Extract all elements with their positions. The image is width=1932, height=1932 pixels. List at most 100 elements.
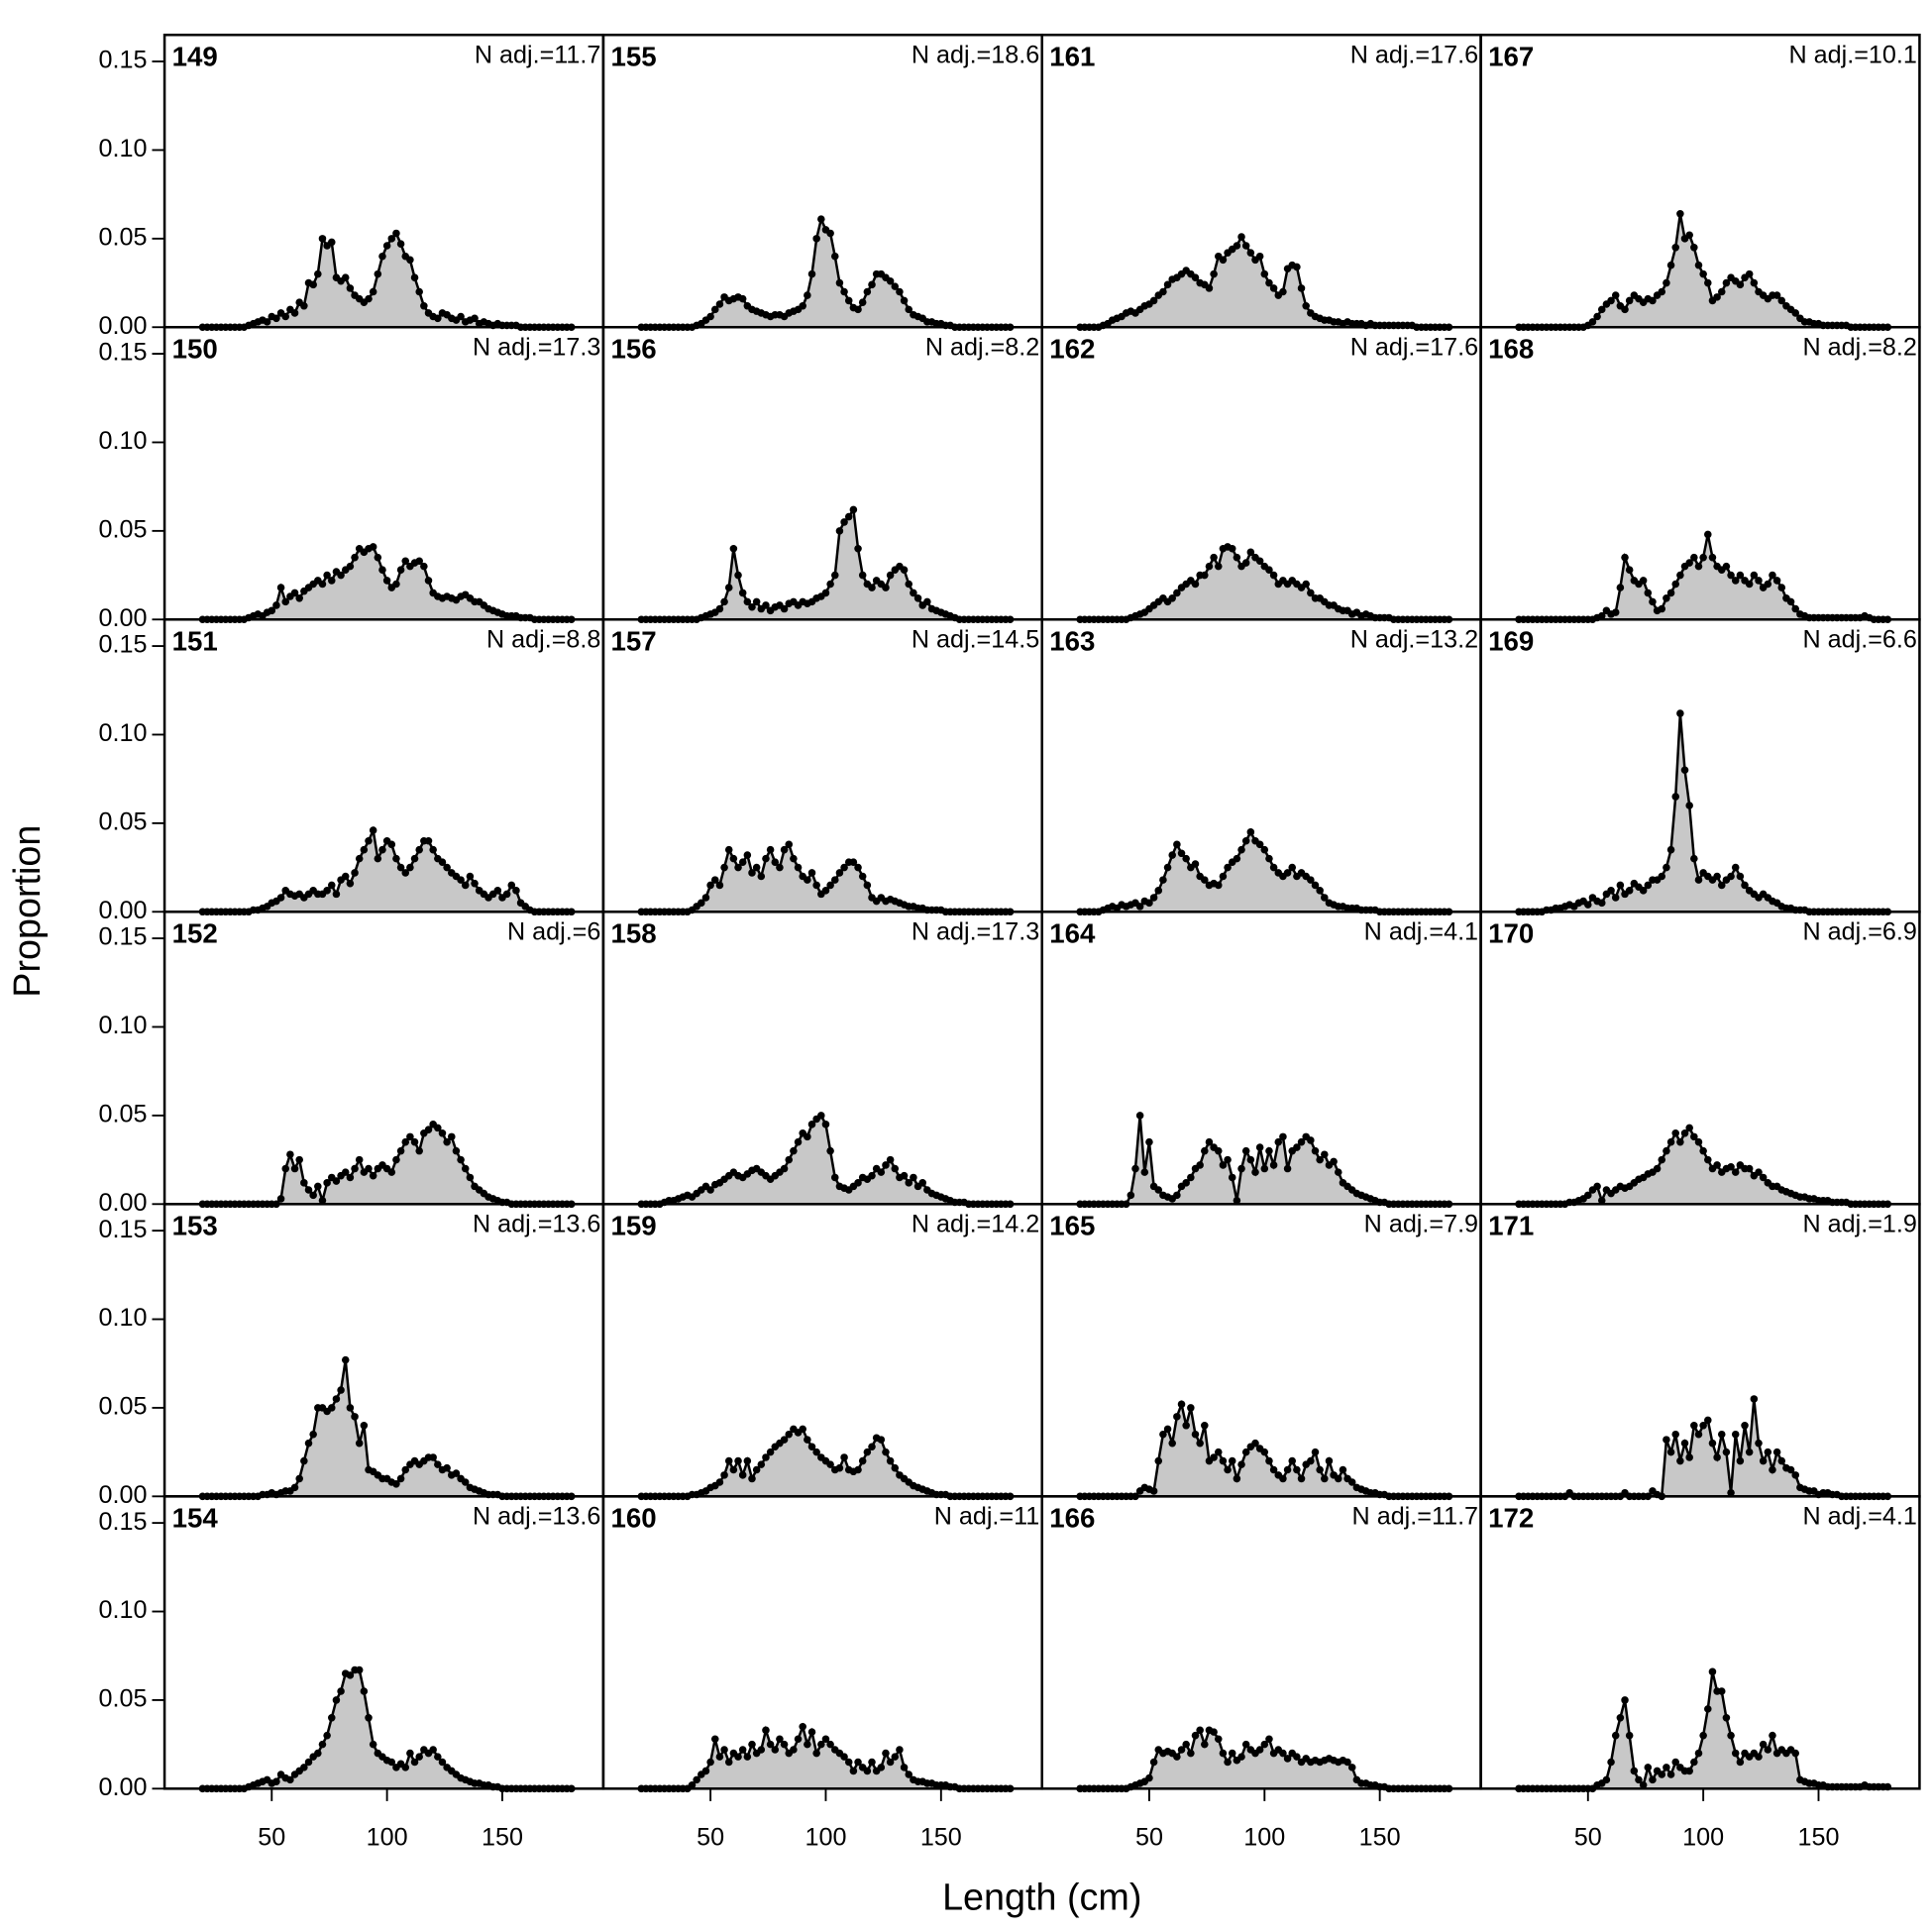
point: [1260, 269, 1269, 278]
point: [1699, 553, 1707, 562]
point: [1769, 1465, 1776, 1474]
point: [1685, 1767, 1693, 1775]
panel-title: 151: [172, 625, 218, 656]
point: [790, 854, 798, 863]
point: [877, 1168, 886, 1176]
point: [858, 571, 867, 580]
point: [799, 1425, 806, 1434]
y-tick-label: 0.00: [98, 1773, 147, 1801]
point: [387, 840, 396, 849]
point: [854, 1758, 862, 1767]
point: [1237, 233, 1245, 241]
point: [882, 1448, 890, 1456]
point: [762, 601, 770, 609]
point: [1755, 1439, 1763, 1448]
point: [1307, 1456, 1315, 1465]
point: [346, 284, 355, 292]
point: [1769, 1731, 1776, 1740]
point: [1177, 1746, 1186, 1754]
point: [1621, 1696, 1629, 1704]
point: [281, 597, 290, 606]
point: [771, 858, 780, 866]
point: [1279, 1474, 1287, 1483]
point: [1685, 802, 1693, 809]
point: [1653, 1164, 1662, 1173]
point: [1663, 1146, 1670, 1155]
point: [1755, 1168, 1763, 1176]
point: [918, 1179, 926, 1187]
point: [794, 863, 803, 872]
point: [826, 1146, 834, 1155]
point: [1607, 296, 1615, 305]
point: [780, 1164, 789, 1173]
area-fill: [1080, 237, 1449, 328]
point: [457, 312, 465, 321]
point: [1233, 553, 1241, 562]
point: [401, 1137, 410, 1146]
point: [1671, 580, 1679, 589]
point: [355, 854, 364, 863]
panel-frame: [162, 1203, 605, 1498]
point: [1597, 305, 1606, 314]
y-tick-label: 0.05: [98, 223, 147, 251]
point: [1690, 1422, 1698, 1430]
point: [1658, 1771, 1666, 1778]
point: [1241, 1146, 1250, 1155]
panel-frame: [162, 911, 605, 1206]
point: [1663, 1436, 1670, 1444]
point: [1269, 1161, 1278, 1169]
point: [1279, 1749, 1287, 1758]
panel-annotation: N adj.=14.5: [912, 625, 1039, 653]
point: [401, 557, 410, 566]
point: [817, 1112, 825, 1120]
point: [1260, 1740, 1269, 1749]
x-tick-label: 50: [258, 1823, 285, 1851]
point: [443, 1463, 451, 1472]
point: [706, 1758, 714, 1767]
point: [1727, 1162, 1735, 1171]
point: [429, 1453, 437, 1461]
point: [826, 1460, 834, 1468]
point: [1168, 851, 1176, 859]
point: [424, 1126, 433, 1133]
point: [1135, 1112, 1144, 1120]
point: [276, 894, 285, 902]
point: [688, 1780, 697, 1789]
point: [1149, 1758, 1158, 1767]
point: [1611, 291, 1620, 299]
point: [785, 1155, 794, 1164]
point: [318, 235, 327, 243]
point: [396, 1146, 405, 1155]
point: [1316, 1155, 1324, 1164]
point: [882, 584, 890, 591]
point: [1727, 1731, 1735, 1740]
point: [1755, 1753, 1763, 1761]
point: [743, 597, 752, 606]
point: [1228, 1173, 1236, 1182]
panel-annotation: N adj.=4.1: [1803, 1502, 1917, 1530]
point: [1228, 1456, 1236, 1465]
point: [844, 1758, 853, 1767]
panel-title: 155: [610, 41, 656, 71]
point: [1649, 1775, 1657, 1784]
point: [1265, 566, 1273, 574]
point: [392, 1155, 400, 1164]
point: [1717, 881, 1726, 890]
point: [844, 512, 853, 521]
point: [900, 296, 909, 305]
point: [1769, 571, 1776, 580]
point: [318, 1196, 327, 1205]
point: [328, 577, 336, 585]
point: [1173, 1753, 1181, 1761]
point: [272, 601, 280, 609]
point: [1297, 1474, 1306, 1483]
point: [392, 580, 400, 589]
x-tick-label: 100: [805, 1823, 846, 1851]
point: [318, 1740, 327, 1749]
panel-title: 168: [1488, 333, 1534, 364]
panel-annotation: N adj.=17.6: [1350, 41, 1478, 68]
point: [1621, 305, 1629, 314]
point: [1639, 1780, 1648, 1789]
point: [826, 1740, 834, 1749]
point: [415, 557, 423, 566]
